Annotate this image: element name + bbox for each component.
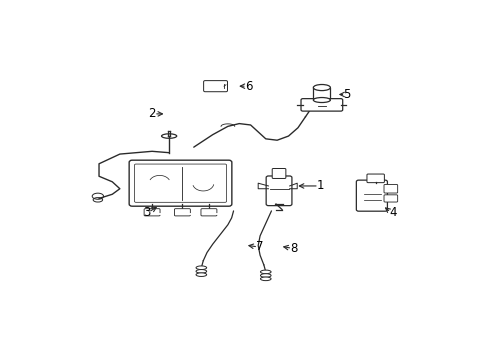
Ellipse shape: [313, 85, 330, 91]
FancyBboxPatch shape: [265, 176, 291, 206]
Ellipse shape: [196, 266, 206, 270]
FancyBboxPatch shape: [272, 168, 285, 179]
FancyBboxPatch shape: [201, 209, 217, 216]
FancyBboxPatch shape: [129, 160, 231, 206]
Text: 7: 7: [256, 240, 264, 253]
FancyBboxPatch shape: [356, 180, 386, 211]
FancyBboxPatch shape: [383, 195, 397, 202]
FancyBboxPatch shape: [144, 209, 160, 216]
Ellipse shape: [260, 274, 270, 277]
Ellipse shape: [260, 270, 270, 274]
Text: 6: 6: [244, 80, 252, 93]
FancyBboxPatch shape: [174, 209, 190, 216]
FancyBboxPatch shape: [203, 81, 227, 92]
FancyBboxPatch shape: [383, 184, 397, 193]
Text: 8: 8: [290, 242, 297, 255]
FancyBboxPatch shape: [366, 174, 384, 183]
Text: 2: 2: [148, 107, 156, 120]
FancyBboxPatch shape: [301, 99, 342, 111]
Text: 4: 4: [388, 206, 396, 219]
Text: 3: 3: [142, 206, 150, 219]
Text: 1: 1: [316, 179, 324, 193]
Ellipse shape: [196, 273, 206, 276]
Ellipse shape: [260, 277, 270, 281]
Ellipse shape: [313, 98, 330, 103]
Text: 5: 5: [343, 88, 350, 101]
Ellipse shape: [196, 270, 206, 273]
